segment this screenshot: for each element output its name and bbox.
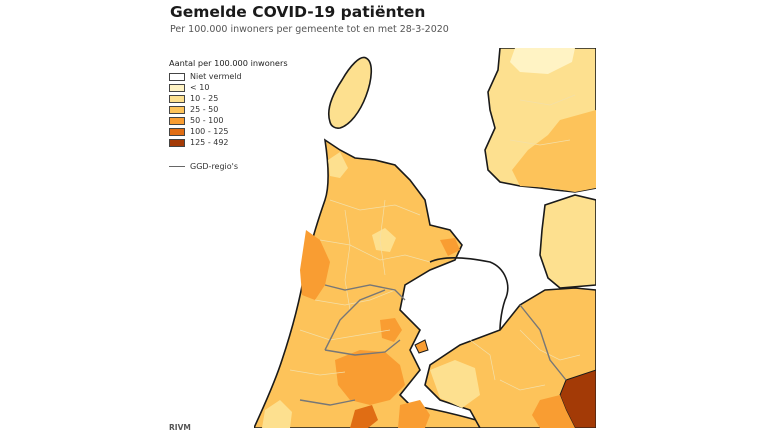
ggd-region-lines: [299, 284, 567, 406]
region-friesland-north: [510, 48, 575, 74]
region-nh-south-orange: [335, 350, 405, 405]
legend-swatch: [169, 127, 185, 136]
region-flevoland-north: [539, 194, 596, 289]
ijsselmeer-shore: [429, 257, 509, 331]
legend-swatch: [169, 116, 185, 125]
legend-item: 125 - 492: [169, 137, 319, 148]
legend-label: < 10: [190, 83, 210, 92]
region-nh-mid-orange: [380, 318, 402, 342]
legend-label: 100 - 125: [190, 127, 229, 136]
region-flevoland-light: [430, 360, 480, 408]
region-nh-south-light: [262, 400, 292, 428]
legend-swatch: [169, 138, 185, 147]
page-title: Gemelde COVID-19 patiënten: [170, 3, 426, 21]
legend-item: 25 - 50: [169, 104, 319, 115]
legend-item: 100 - 125: [169, 126, 319, 137]
map-legend: Aantal per 100.000 inwoners Niet vermeld…: [169, 58, 319, 148]
region-nh-small-orange: [440, 238, 460, 256]
legend-swatch: [169, 94, 185, 103]
source-label: RIVM: [169, 423, 191, 432]
region-nh-bottom-orange: [398, 400, 430, 428]
region-texel: [327, 56, 373, 129]
legend-item: < 10: [169, 82, 319, 93]
legend-swatch: [169, 105, 185, 114]
legend-ggd-label: GGD-regio's: [190, 162, 239, 171]
choropleth-map[interactable]: [254, 48, 596, 428]
legend-label: 25 - 50: [190, 105, 219, 114]
region-friesland-south: [512, 110, 596, 192]
legend-title: Aantal per 100.000 inwoners: [169, 58, 288, 68]
ggd-line-swatch: [169, 166, 185, 167]
legend-swatch: [169, 83, 185, 92]
legend-item: Niet vermeld: [169, 71, 319, 82]
legend-label: 10 - 25: [190, 94, 219, 103]
legend-item: 50 - 100: [169, 115, 319, 126]
legend-label: 50 - 100: [190, 116, 224, 125]
region-nh-west-orange: [300, 230, 330, 300]
legend-label: Niet vermeld: [190, 72, 242, 81]
region-nh-bottom-mid: [350, 405, 378, 428]
legend-item: 10 - 25: [169, 93, 319, 104]
region-pampus: [414, 339, 429, 354]
region-gelderland-orange: [532, 395, 575, 428]
legend-swatch: [169, 72, 185, 81]
legend-ggd-item: GGD-regio's: [169, 162, 238, 171]
region-nh-light-2: [328, 152, 348, 178]
legend-label: 125 - 492: [190, 138, 229, 147]
page-subtitle: Per 100.000 inwoners per gemeente tot en…: [170, 24, 449, 35]
region-nh-light: [372, 228, 396, 252]
municipality-boundaries: [289, 94, 581, 391]
